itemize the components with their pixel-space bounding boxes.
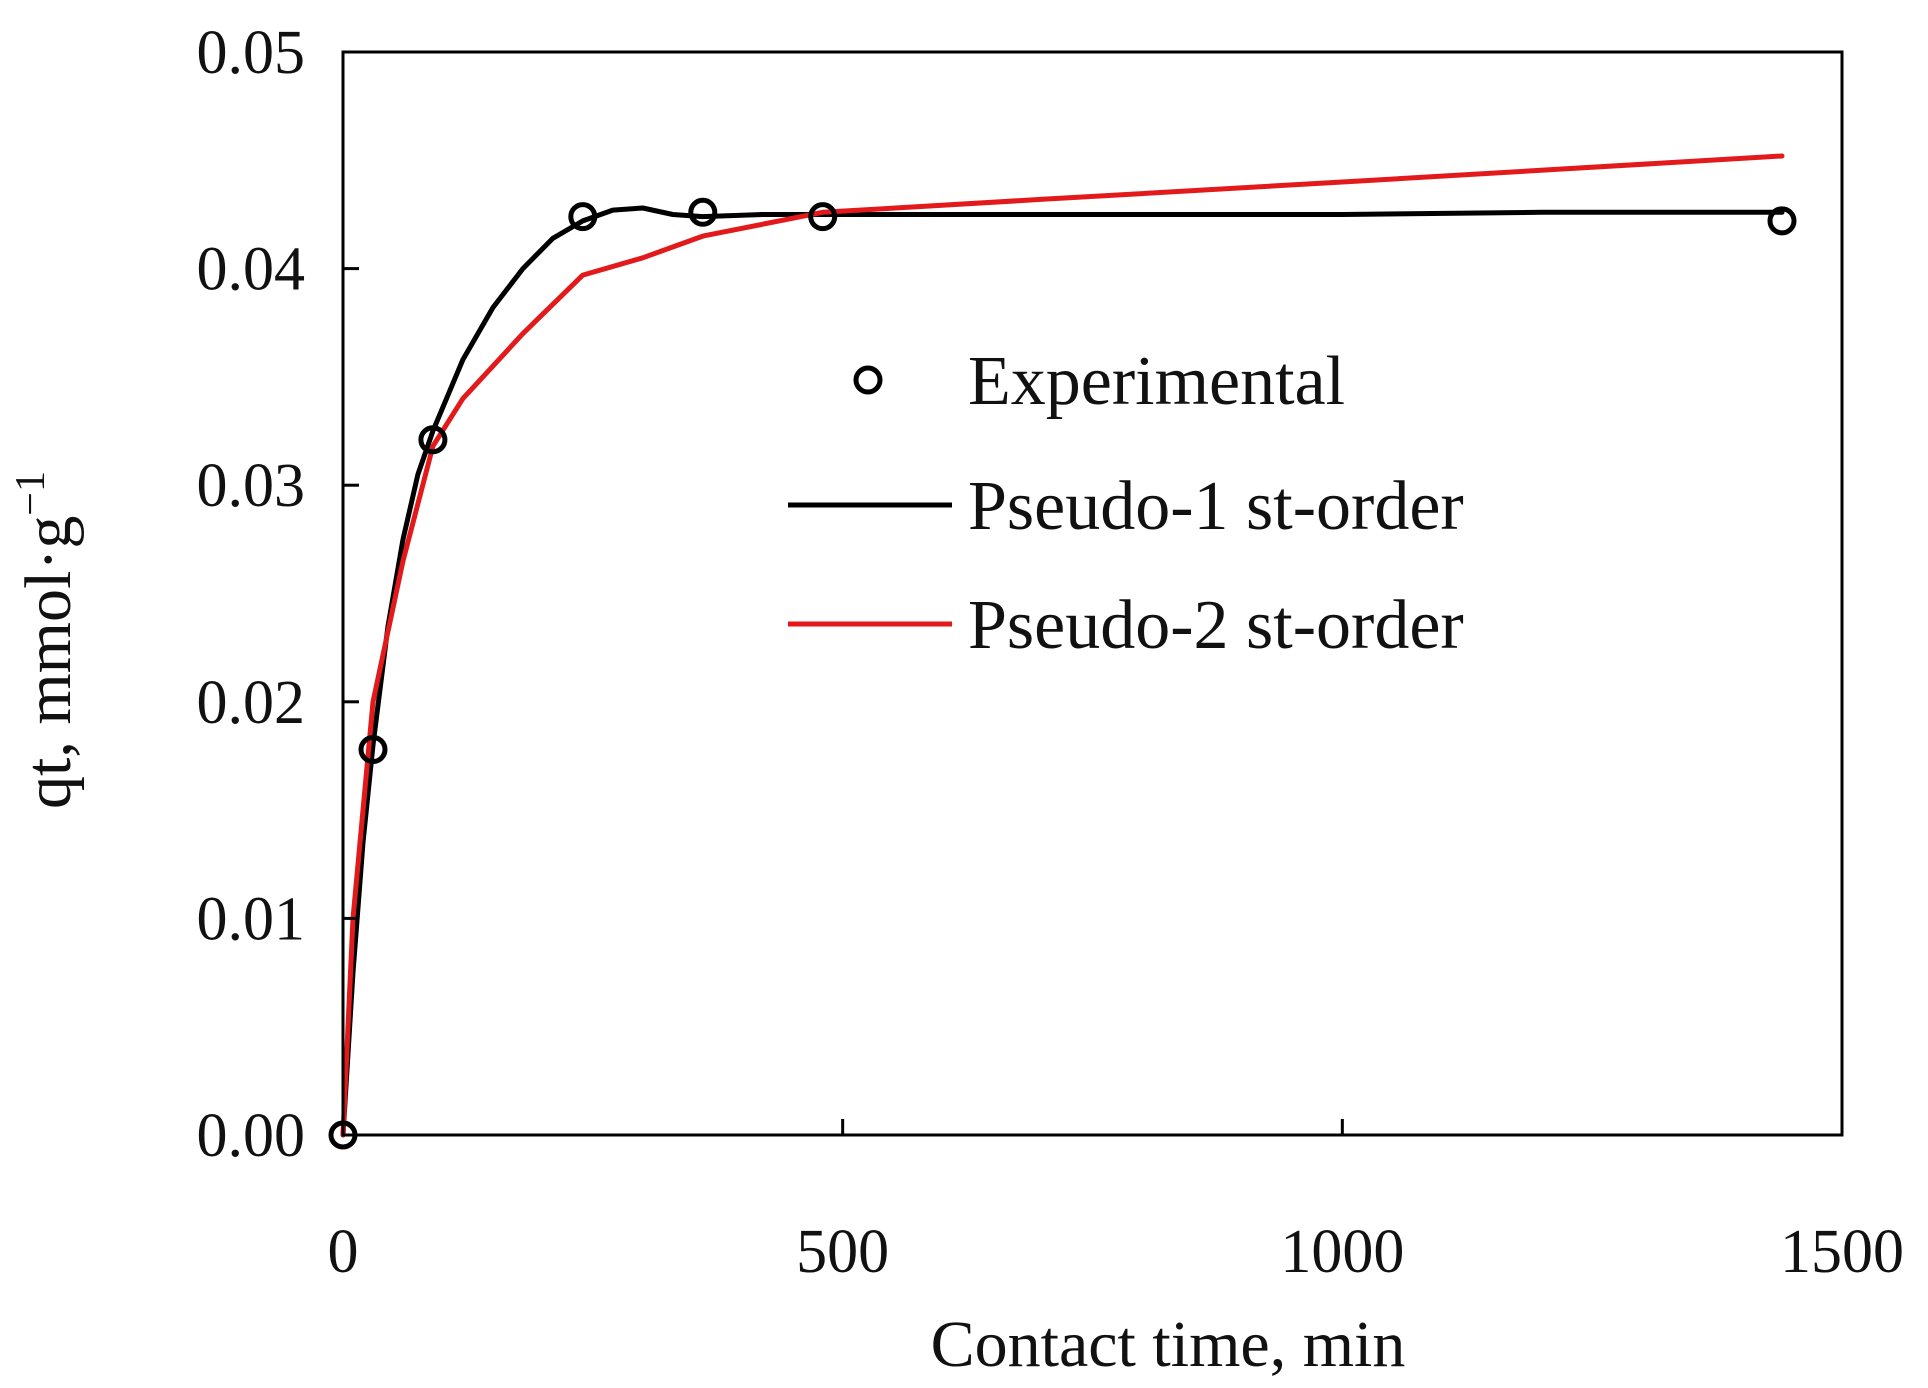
- axes: 0 500 1000 1500 0.00 0.01 0.02 0.03 0.04 0.05: [197, 19, 1905, 1286]
- y-axis-title-superscript: −1: [8, 471, 54, 516]
- data-point: [568, 202, 598, 232]
- x-axis-title: Contact time, min: [931, 1308, 1406, 1381]
- x-tick-label: 1000: [1280, 1218, 1404, 1286]
- y-tick-label: 0.04: [197, 236, 306, 304]
- series-line-2: [340, 153, 1785, 1138]
- legend-marker-0: [853, 365, 883, 395]
- legend: Experimental Pseudo-1 st-order Pseudo-2 st…: [788, 343, 1464, 664]
- plot-area: [328, 153, 1797, 1150]
- data-point: [1767, 206, 1797, 236]
- plot-frame: [341, 50, 1844, 1137]
- legend-label-2: Pseudo-2 st-order: [968, 587, 1464, 664]
- data-point: [418, 425, 448, 455]
- data-point: [688, 197, 718, 227]
- x-tick-label: 1500: [1780, 1218, 1904, 1286]
- y-tick-label: 0.01: [197, 885, 306, 953]
- y-tick-label: 0.05: [197, 19, 306, 87]
- data-point: [358, 735, 388, 764]
- y-tick-label: 0.03: [197, 452, 306, 520]
- y-axis-title-main: qt, mmol·g: [12, 516, 85, 809]
- y-axis-title-group: qt, mmol·g−1: [8, 471, 85, 809]
- x-tick-label: 0: [328, 1218, 359, 1286]
- y-tick-label: 0.02: [197, 669, 306, 737]
- legend-label-0: Experimental: [968, 343, 1345, 420]
- data-point: [808, 202, 838, 232]
- y-axis-title: qt, mmol·g−1: [8, 471, 85, 809]
- legend-label-1: Pseudo-1 st-order: [968, 468, 1464, 545]
- y-tick-label: 0.00: [197, 1102, 306, 1170]
- x-tick-label: 500: [796, 1218, 889, 1286]
